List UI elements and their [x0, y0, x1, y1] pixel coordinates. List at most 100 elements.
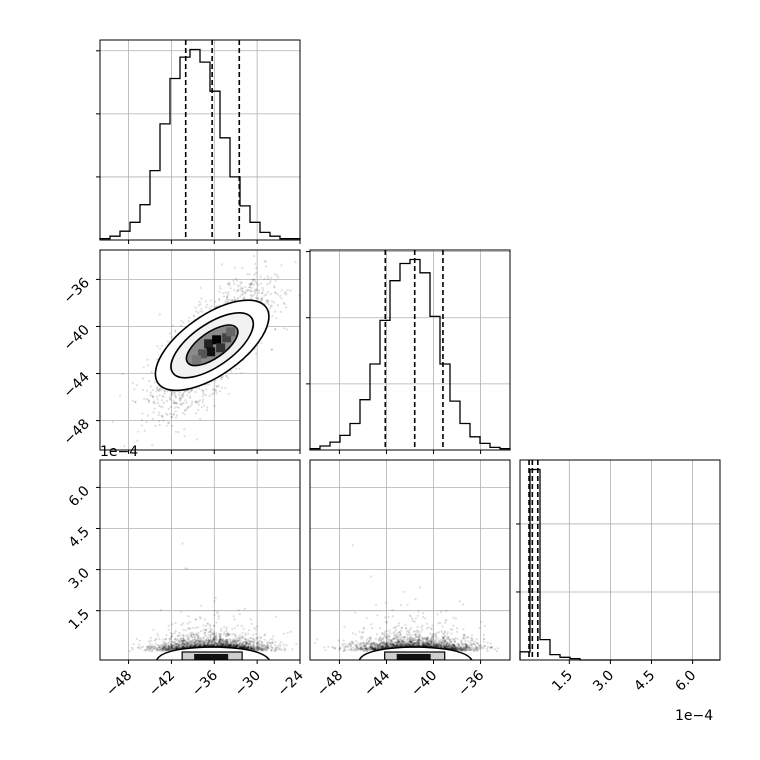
scatter-point: [219, 285, 222, 288]
scatter-point: [192, 638, 195, 642]
scatter-point: [167, 647, 170, 651]
scatter-frame-0-1: [99, 249, 301, 451]
scatter-point: [240, 643, 243, 646]
scatter-point: [185, 644, 189, 647]
scatter-point: [163, 392, 166, 395]
scatter-point: [179, 395, 182, 398]
scatter-point: [186, 643, 189, 646]
scatter-point: [256, 647, 260, 650]
scatter-point: [263, 647, 266, 651]
scatter-point: [191, 644, 194, 648]
scatter-point: [249, 647, 252, 650]
scatter-point: [187, 644, 190, 647]
scatter-point: [229, 643, 232, 646]
scatter-point: [180, 644, 184, 647]
scatter-point: [149, 645, 153, 648]
scatter-point: [186, 644, 189, 647]
scatter-point: [180, 324, 183, 327]
scatter-point: [147, 398, 150, 402]
scatter-point: [215, 305, 218, 308]
scatter-point: [247, 644, 250, 648]
scatter-point: [201, 643, 204, 646]
scatter-point: [283, 647, 286, 650]
scatter-point: [231, 639, 234, 642]
scatter-point: [203, 644, 206, 647]
scatter-point: [181, 393, 184, 396]
scatter-point: [170, 635, 173, 638]
scatter-point: [266, 646, 270, 649]
scatter-point: [254, 262, 257, 265]
scatter-point: [151, 389, 154, 392]
scatter-point: [260, 645, 263, 648]
scatter-point: [235, 640, 238, 643]
scatter-point: [155, 395, 158, 398]
scatter-point: [203, 644, 206, 647]
scatter-point: [151, 394, 154, 397]
scatter-point: [198, 641, 201, 644]
scatter-point: [228, 633, 231, 636]
scatter-point: [235, 644, 238, 647]
scatter-point: [157, 401, 160, 405]
scatter-point: [164, 638, 168, 641]
scatter-point: [186, 635, 189, 638]
scatter-point: [162, 647, 165, 651]
scatter-point: [262, 644, 265, 647]
scatter-point: [271, 348, 274, 351]
scatter-point: [173, 644, 176, 647]
scatter-point: [192, 626, 195, 630]
scatter-point: [150, 645, 153, 648]
scatter-point: [161, 650, 164, 653]
scatter-point: [186, 638, 189, 641]
scatter-point: [267, 647, 270, 650]
scatter-point: [227, 392, 231, 395]
scatter-point: [149, 647, 152, 650]
scatter-point: [179, 640, 182, 644]
scatter-point: [123, 445, 126, 448]
scatter-point: [194, 400, 197, 403]
scatter-point: [253, 290, 257, 293]
scatter-point: [238, 636, 241, 639]
scatter-point: [195, 643, 198, 646]
scatter-point: [225, 630, 228, 633]
scatter-point: [182, 637, 185, 641]
scatter-point: [187, 640, 190, 643]
scatter-point: [173, 391, 176, 394]
scatter-point: [225, 375, 228, 378]
scatter-point: [234, 367, 238, 370]
scatter-point: [193, 642, 196, 645]
scatter-point: [152, 647, 155, 650]
scatter-point: [236, 643, 239, 646]
scatter-point: [181, 636, 184, 640]
scatter-point: [240, 281, 243, 284]
scatter-point: [198, 399, 202, 402]
scatter-point: [208, 307, 211, 311]
scatter-point: [244, 638, 248, 641]
scatter-point: [169, 397, 172, 400]
scatter-point: [169, 643, 173, 646]
scatter-point: [196, 637, 200, 640]
scatter-point: [179, 644, 182, 647]
scatter-point: [164, 646, 167, 649]
scatter-point: [227, 643, 230, 647]
scatter-point: [227, 377, 230, 380]
scatter-point: [198, 616, 202, 619]
scatter-point: [270, 648, 273, 651]
scatter-point: [232, 643, 235, 646]
scatter-point: [232, 642, 235, 645]
scatter-point: [205, 634, 208, 637]
density-block: [204, 339, 214, 349]
scatter-point: [246, 645, 249, 649]
scatter-point: [269, 293, 272, 296]
scatter-point: [177, 634, 180, 637]
scatter-point: [221, 637, 224, 641]
scatter-point: [236, 644, 239, 647]
scatter-point: [234, 640, 237, 643]
scatter-point: [211, 644, 215, 647]
scatter-point: [182, 644, 185, 647]
scatter-point: [145, 420, 148, 424]
scatter-point: [215, 636, 218, 640]
scatter-point: [204, 629, 207, 632]
scatter-point: [154, 638, 157, 641]
scatter-point: [184, 399, 187, 402]
